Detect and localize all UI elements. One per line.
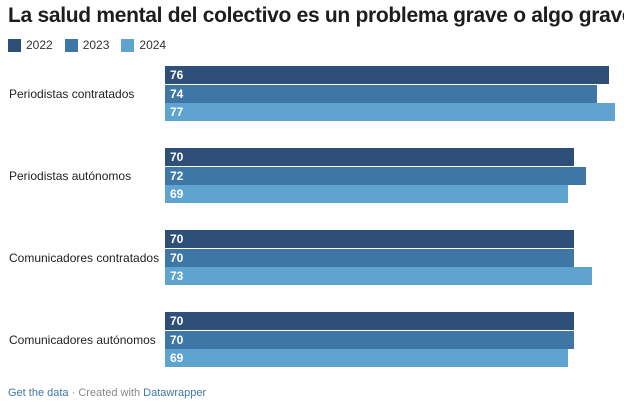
legend-item: 2022 [8, 38, 53, 52]
bar: 69 [165, 349, 569, 368]
data-label: 70 [170, 150, 184, 164]
bar: 76 [165, 66, 610, 84]
bar: 70 [165, 248, 575, 267]
legend-swatch [121, 38, 135, 52]
data-label: 69 [170, 187, 184, 202]
footer: Get the data · Created with Datawrapper [8, 387, 206, 399]
datawrapper-link[interactable]: Datawrapper [143, 387, 207, 399]
data-label: 70 [170, 332, 184, 347]
data-label: 74 [170, 86, 184, 101]
bar: 70 [165, 230, 575, 248]
category-label: Periodistas autónomos [9, 168, 132, 183]
footer-text: · Created with [68, 387, 144, 399]
legend: 2022 2023 2024 [8, 38, 166, 52]
data-label: 77 [170, 105, 184, 120]
legend-label: 2022 [26, 38, 53, 52]
category-label: Periodistas contratados [9, 86, 135, 101]
bar: 70 [165, 330, 575, 349]
data-label: 70 [170, 232, 184, 246]
legend-item: 2024 [121, 38, 166, 52]
data-label: 76 [170, 68, 184, 82]
data-label: 73 [170, 269, 184, 284]
legend-swatch [64, 38, 78, 52]
bar: 70 [165, 148, 575, 166]
data-label: 70 [170, 314, 184, 328]
legend-swatch [8, 38, 21, 52]
bar: 77 [165, 103, 615, 122]
data-label: 69 [170, 351, 184, 366]
bar: 72 [165, 166, 586, 185]
bar: 69 [165, 185, 569, 204]
legend-label: 2023 [82, 38, 110, 52]
chart-title: La salud mental del colectivo es un prob… [8, 4, 624, 27]
data-label: 70 [170, 250, 184, 265]
legend-item: 2023 [64, 38, 110, 52]
category-label: Comunicadores autónomos [9, 332, 156, 347]
legend-label: 2024 [139, 38, 167, 52]
bar: 70 [165, 312, 575, 330]
get-data-link[interactable]: Get the data [8, 387, 69, 399]
data-label: 72 [170, 168, 184, 183]
category-label: Comunicadores contratados [9, 250, 160, 265]
bar: 74 [165, 84, 598, 103]
bar: 73 [165, 267, 592, 286]
